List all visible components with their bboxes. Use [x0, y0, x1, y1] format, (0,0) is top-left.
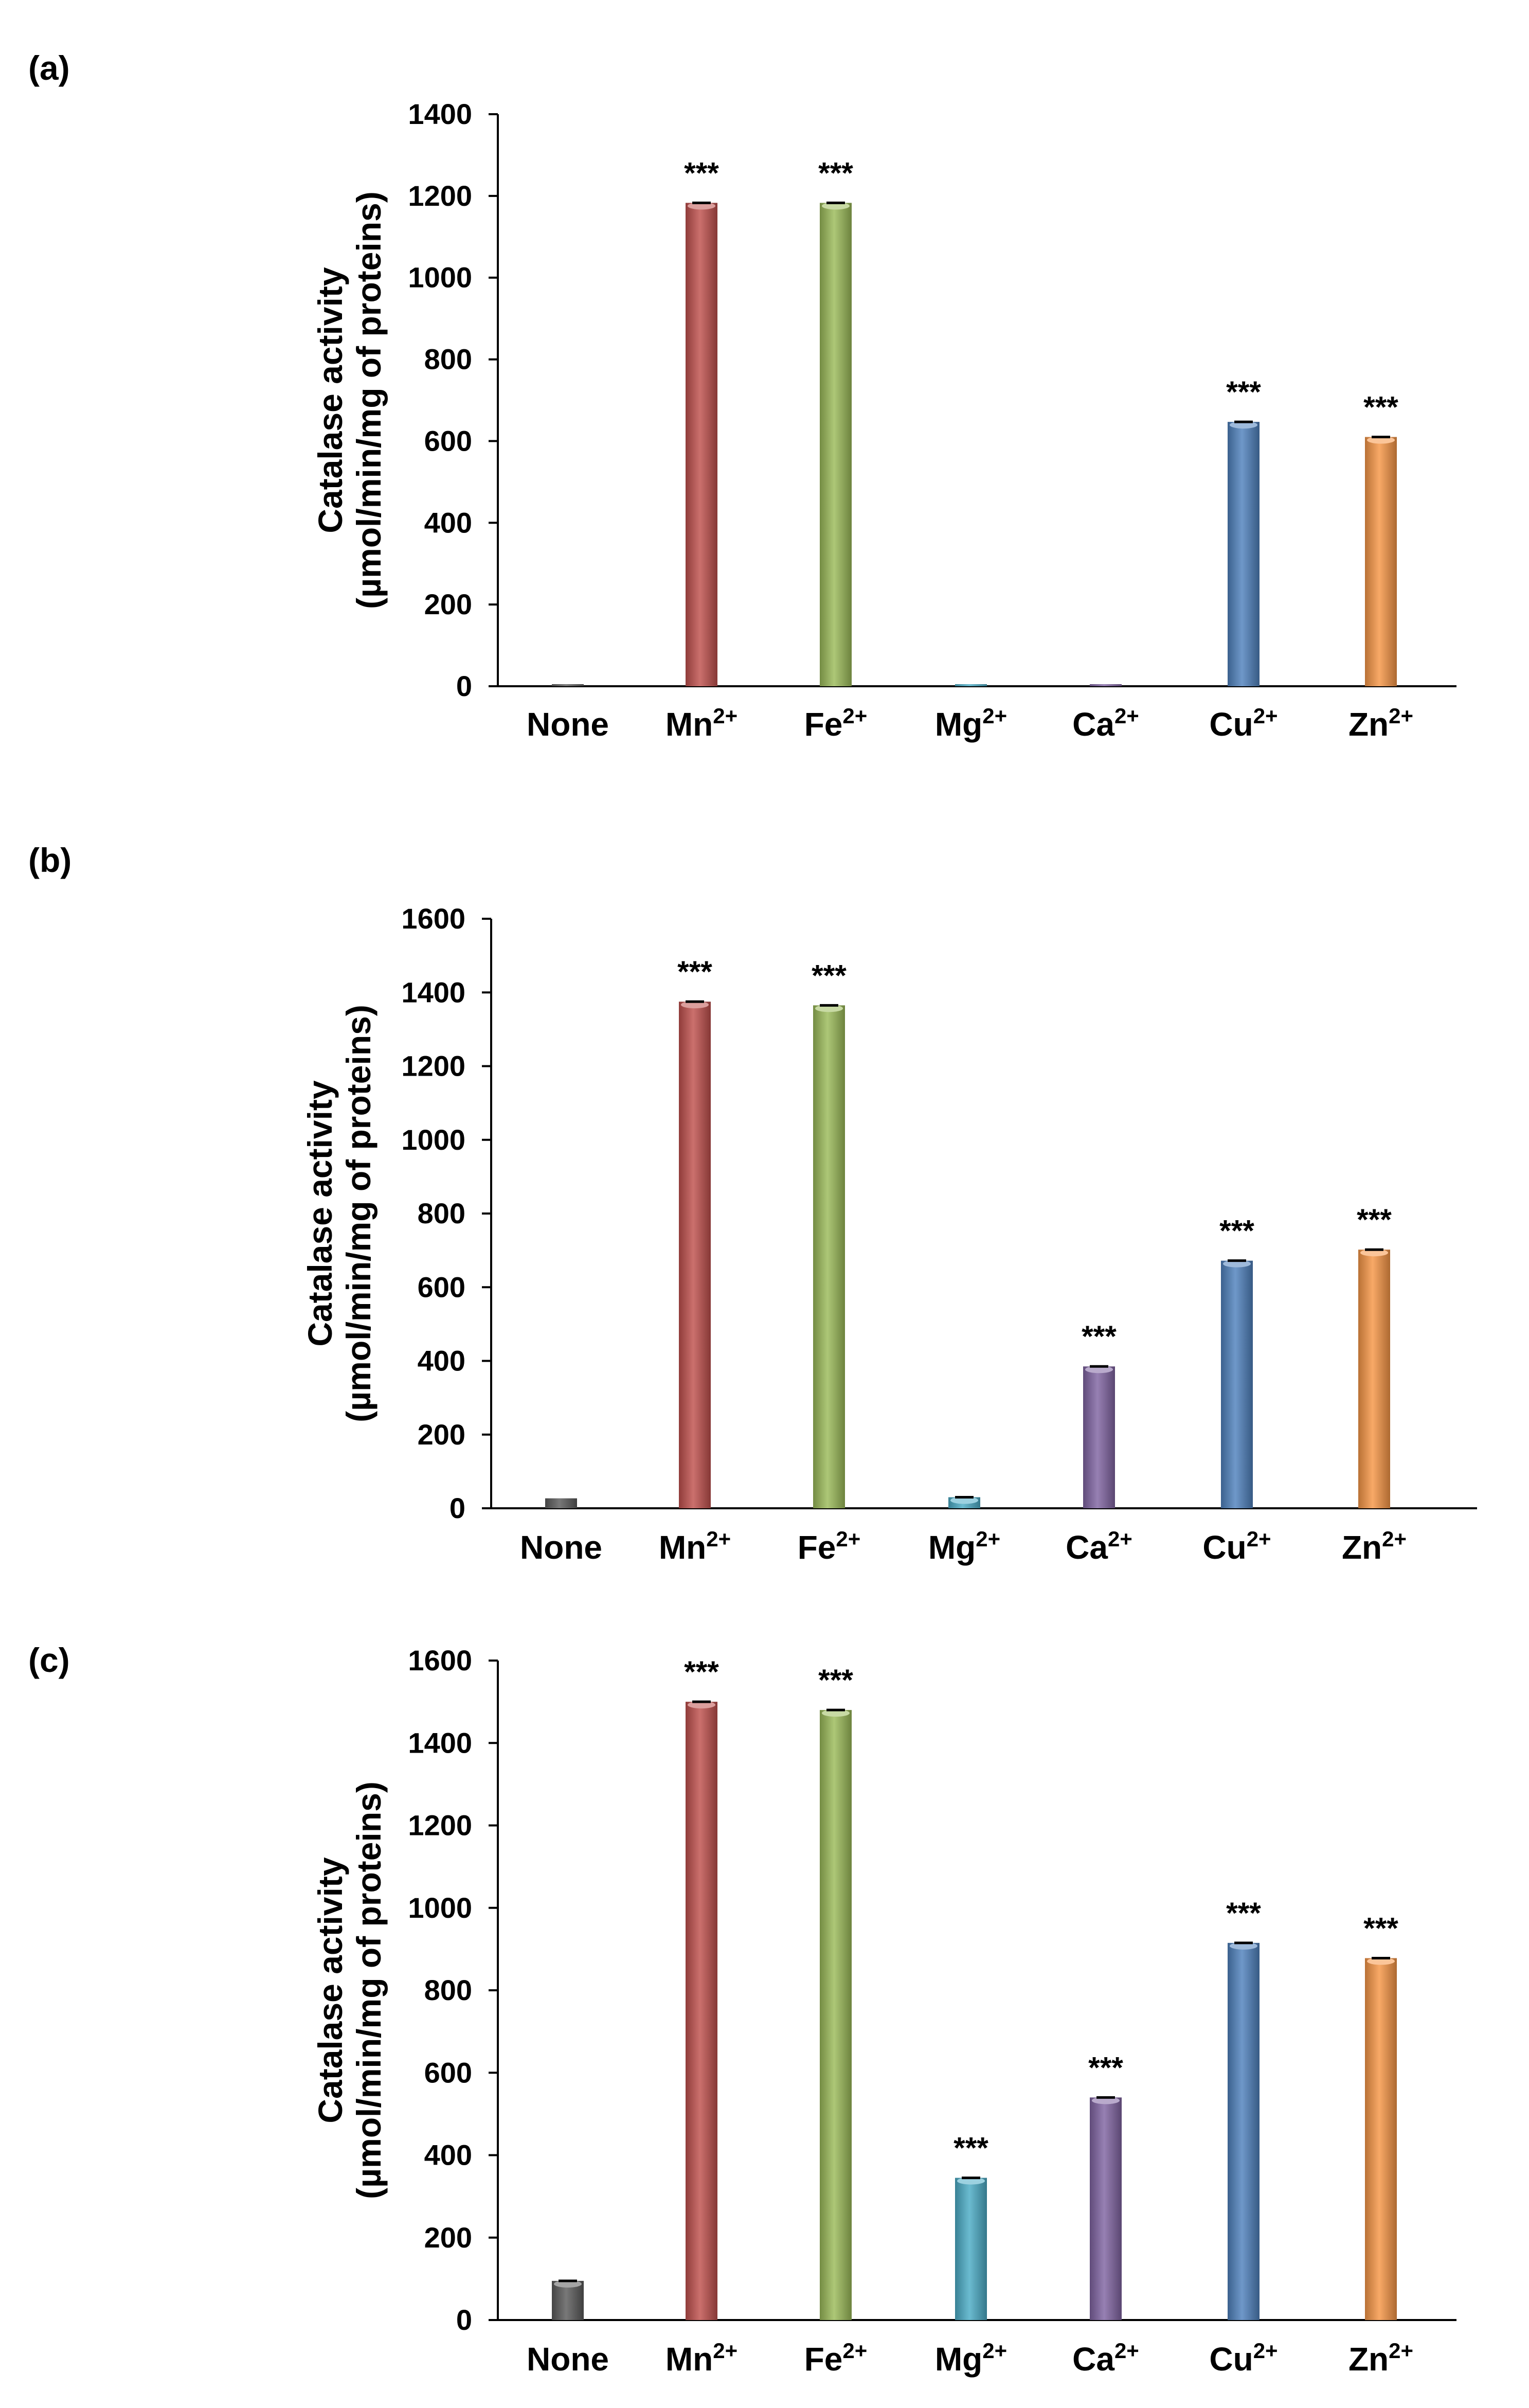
bar-fe — [820, 203, 852, 686]
y-tick-label: 1400 — [401, 976, 465, 1008]
x-category-label: Ca2+ — [1072, 704, 1139, 743]
y-tick-label: 1600 — [401, 902, 465, 935]
panel-label: (b) — [28, 841, 71, 879]
bar-fe — [813, 1005, 845, 1508]
significance-marker: *** — [1363, 390, 1398, 424]
significance-marker: *** — [954, 2132, 988, 2165]
significance-marker: *** — [684, 156, 719, 190]
significance-marker: *** — [677, 955, 712, 989]
bar-cu — [1228, 1942, 1260, 2320]
y-tick-label: 0 — [456, 670, 472, 702]
significance-marker: *** — [1082, 1320, 1117, 1353]
bar-mn — [679, 1002, 711, 1508]
y-tick-label: 1400 — [408, 1726, 472, 1759]
y-tick-label: 800 — [418, 1197, 465, 1229]
x-category-label: Mg2+ — [928, 1527, 1000, 1566]
x-category-label: Mg2+ — [935, 2339, 1007, 2378]
y-tick-label: 400 — [424, 506, 472, 539]
x-category-label: None — [520, 1529, 602, 1566]
y-tick-label: 400 — [424, 2139, 472, 2171]
y-tick-label: 200 — [424, 2221, 472, 2254]
bar-none — [552, 684, 584, 686]
y-tick-label: 600 — [424, 2056, 472, 2089]
bar-fe — [820, 1710, 852, 2320]
y-tick-label: 800 — [424, 1974, 472, 2006]
x-category-label: Fe2+ — [804, 2339, 868, 2378]
x-category-label: Mn2+ — [659, 1527, 731, 1566]
bar-zn — [1358, 1250, 1390, 1508]
significance-marker: *** — [1363, 1912, 1398, 1946]
bar-zn — [1365, 437, 1397, 686]
y-tick-label: 1000 — [408, 261, 472, 294]
y-axis-unit-label: (µmol/min/mg of proteins) — [350, 191, 388, 609]
x-category-label: Cu2+ — [1202, 1527, 1271, 1566]
significance-marker: *** — [1226, 1897, 1261, 1930]
y-tick-label: 1200 — [401, 1050, 465, 1082]
y-tick-label: 600 — [418, 1271, 465, 1303]
panel-label: (a) — [28, 49, 70, 87]
significance-marker: *** — [812, 959, 847, 992]
y-tick-label: 1400 — [408, 98, 472, 130]
significance-marker: *** — [1226, 376, 1261, 409]
y-tick-label: 0 — [449, 1492, 465, 1524]
x-category-label: Fe2+ — [798, 1527, 861, 1566]
y-tick-label: 1200 — [408, 180, 472, 212]
significance-marker: *** — [1357, 1203, 1392, 1237]
significance-marker: *** — [1088, 2051, 1123, 2084]
bar-none — [545, 1498, 577, 1508]
bar-mg — [955, 684, 987, 686]
significance-marker: *** — [1219, 1215, 1254, 1248]
y-axis-label: Catalase activity — [301, 1080, 339, 1347]
bar-cu — [1228, 422, 1260, 686]
x-category-label: Zn2+ — [1348, 2339, 1413, 2378]
bar-mn — [686, 203, 717, 686]
x-category-label: Zn2+ — [1342, 1527, 1407, 1566]
significance-marker: *** — [818, 1664, 853, 1697]
bar-mn — [686, 1702, 717, 2320]
x-category-label: Cu2+ — [1209, 704, 1278, 743]
y-tick-label: 1000 — [408, 1892, 472, 1924]
panel-label: (c) — [28, 1641, 70, 1679]
x-category-label: Fe2+ — [804, 704, 868, 743]
y-tick-label: 1000 — [401, 1123, 465, 1156]
y-axis-label: Catalase activity — [311, 1857, 349, 2124]
bar-ca — [1090, 684, 1122, 686]
y-tick-label: 200 — [418, 1418, 465, 1451]
x-category-label: Mn2+ — [665, 704, 737, 743]
bar-ca — [1083, 1366, 1115, 1508]
x-category-label: Zn2+ — [1348, 704, 1413, 743]
y-tick-label: 1600 — [408, 1644, 472, 1676]
y-tick-label: 600 — [424, 424, 472, 457]
y-tick-label: 0 — [456, 2304, 472, 2336]
bar-cu — [1221, 1260, 1253, 1508]
y-tick-label: 1200 — [408, 1809, 472, 1842]
y-axis-unit-label: (µmol/min/mg of proteins) — [339, 1005, 377, 1422]
x-category-label: Cu2+ — [1209, 2339, 1278, 2378]
chart-panel-b: (b) Catalase activity (µmol/min/mg of prot… — [28, 841, 1477, 1566]
x-category-label: None — [527, 2341, 609, 2378]
x-category-label: None — [527, 706, 609, 743]
significance-marker: *** — [818, 156, 853, 190]
y-tick-label: 400 — [418, 1345, 465, 1377]
y-tick-label: 800 — [424, 343, 472, 376]
x-category-label: Mn2+ — [665, 2339, 737, 2378]
significance-marker: *** — [684, 1655, 719, 1689]
y-tick-label: 200 — [424, 588, 472, 620]
chart-panel-a: (a) Catalase activity (µmol/min/mg of prot… — [28, 49, 1456, 743]
x-category-label: Mg2+ — [935, 704, 1007, 743]
bar-zn — [1365, 1958, 1397, 2320]
y-axis-label: Catalase activity — [311, 267, 349, 533]
chart-panel-c: (c) Catalase activity (µmol/min/mg of prot… — [28, 1641, 1456, 2378]
bar-ca — [1090, 2097, 1122, 2320]
x-category-label: Ca2+ — [1066, 1527, 1132, 1566]
bar-mg — [955, 2178, 987, 2320]
y-axis-unit-label: (µmol/min/mg of proteins) — [350, 1781, 388, 2199]
x-category-label: Ca2+ — [1072, 2339, 1139, 2378]
